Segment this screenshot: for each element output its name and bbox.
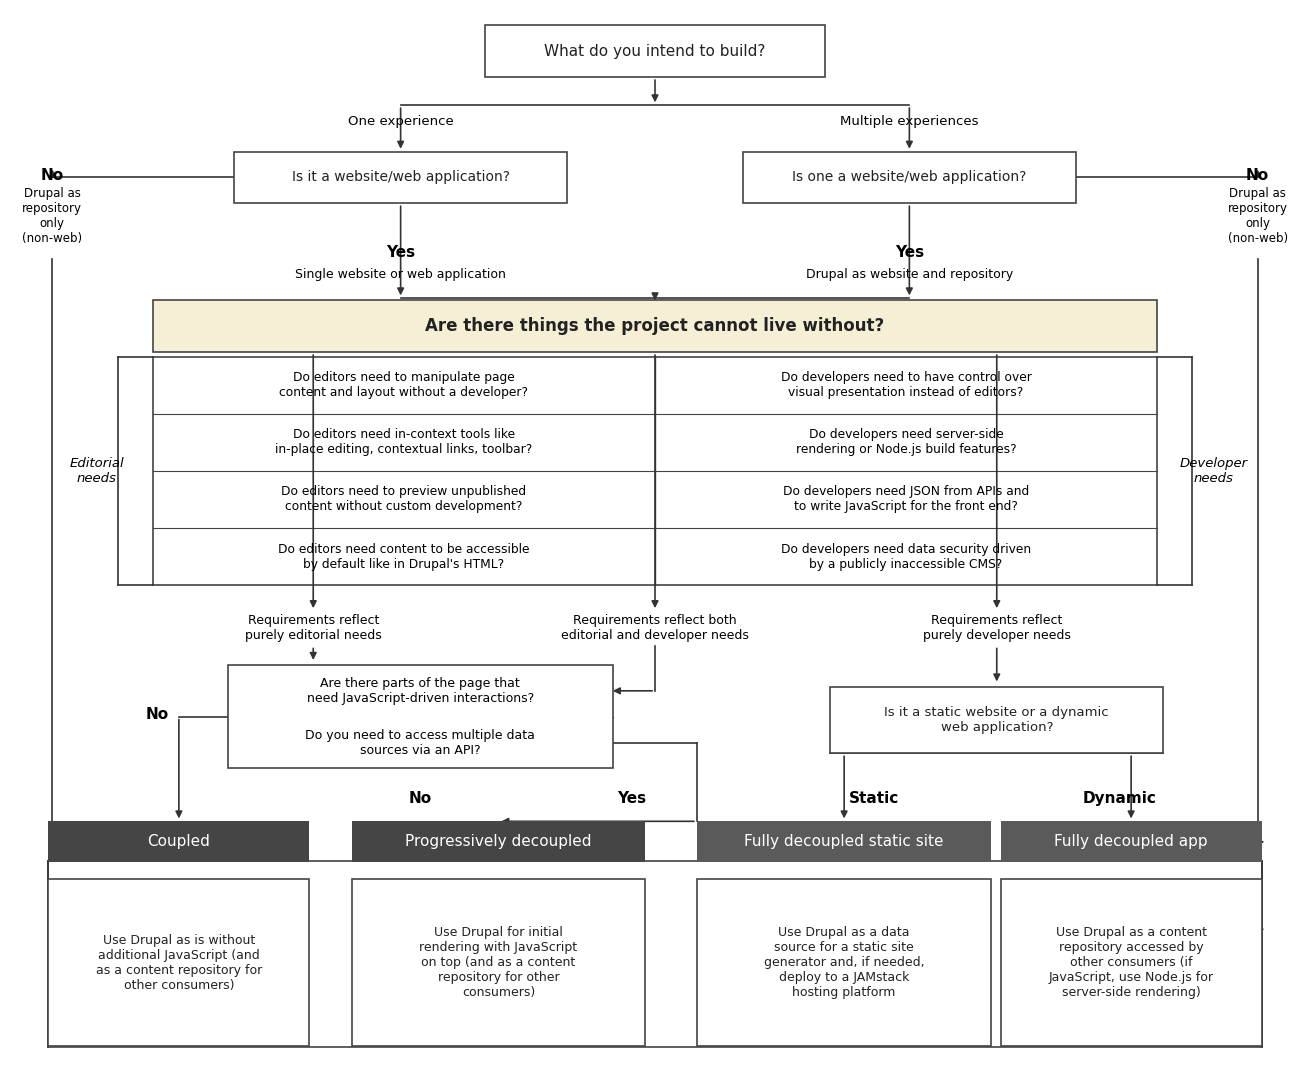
FancyBboxPatch shape (351, 822, 646, 862)
Text: Is one a website/web application?: Is one a website/web application? (793, 170, 1027, 184)
Text: Is it a website/web application?: Is it a website/web application? (292, 170, 510, 184)
Text: Progressively decoupled: Progressively decoupled (405, 835, 592, 849)
Text: No: No (1246, 168, 1269, 183)
Bar (153, 357, 1157, 585)
FancyBboxPatch shape (1001, 879, 1262, 1046)
Text: No: No (41, 168, 64, 183)
Text: Developer
needs: Developer needs (1179, 456, 1247, 485)
Text: Yes: Yes (617, 791, 646, 806)
Text: Do editors need in-context tools like
in-place editing, contextual links, toolba: Do editors need in-context tools like in… (275, 428, 533, 456)
Text: Do editors need to manipulate page
content and layout without a developer?: Do editors need to manipulate page conte… (279, 371, 528, 399)
Text: Coupled: Coupled (148, 835, 211, 849)
FancyBboxPatch shape (1001, 822, 1262, 862)
Bar (48, 861, 1262, 1047)
Text: Do developers need JSON from APIs and
to write JavaScript for the front end?: Do developers need JSON from APIs and to… (783, 486, 1030, 514)
Text: Single website or web application: Single website or web application (295, 268, 506, 281)
FancyBboxPatch shape (743, 152, 1076, 204)
Text: No: No (409, 791, 432, 806)
Text: Do developers need to have control over
visual presentation instead of editors?: Do developers need to have control over … (781, 371, 1031, 399)
FancyBboxPatch shape (697, 822, 990, 862)
Text: Multiple experiences: Multiple experiences (840, 115, 979, 128)
Text: Are there things the project cannot live without?: Are there things the project cannot live… (426, 318, 884, 335)
Text: Requirements reflect
purely editorial needs: Requirements reflect purely editorial ne… (245, 615, 381, 643)
Text: Do editors need content to be accessible
by default like in Drupal's HTML?: Do editors need content to be accessible… (278, 543, 529, 570)
Text: One experience: One experience (347, 115, 453, 128)
Text: Use Drupal as is without
additional JavaScript (and
as a content repository for
: Use Drupal as is without additional Java… (96, 933, 262, 992)
Text: Drupal as website and repository: Drupal as website and repository (806, 268, 1013, 281)
FancyBboxPatch shape (228, 664, 613, 769)
Text: Drupal as
repository
only
(non-web): Drupal as repository only (non-web) (1227, 188, 1288, 245)
Text: Do developers need server-side
rendering or Node.js build features?: Do developers need server-side rendering… (795, 428, 1017, 456)
Text: Fully decoupled static site: Fully decoupled static site (744, 835, 945, 849)
Text: What do you intend to build?: What do you intend to build? (545, 43, 765, 59)
FancyBboxPatch shape (351, 879, 646, 1046)
FancyBboxPatch shape (48, 879, 309, 1046)
Text: Use Drupal for initial
rendering with JavaScript
on top (and as a content
reposi: Use Drupal for initial rendering with Ja… (419, 926, 578, 999)
Text: Is it a static website or a dynamic
web application?: Is it a static website or a dynamic web … (884, 706, 1110, 734)
FancyBboxPatch shape (831, 686, 1163, 753)
Text: Do developers need data security driven
by a publicly inaccessible CMS?: Do developers need data security driven … (781, 543, 1031, 570)
FancyBboxPatch shape (153, 300, 1157, 352)
Text: Requirements reflect both
editorial and developer needs: Requirements reflect both editorial and … (561, 615, 749, 643)
Text: Yes: Yes (895, 245, 924, 260)
Text: Use Drupal as a content
repository accessed by
other consumers (if
JavaScript, u: Use Drupal as a content repository acces… (1048, 926, 1213, 999)
Text: Do editors need to preview unpublished
content without custom development?: Do editors need to preview unpublished c… (282, 486, 527, 514)
Text: No: No (145, 707, 168, 722)
FancyBboxPatch shape (234, 152, 567, 204)
Text: Dynamic: Dynamic (1082, 791, 1157, 806)
Text: Use Drupal as a data
source for a static site
generator and, if needed,
deploy t: Use Drupal as a data source for a static… (764, 926, 925, 999)
Text: Do you need to access multiple data
sources via an API?: Do you need to access multiple data sour… (305, 728, 536, 757)
FancyBboxPatch shape (697, 879, 990, 1046)
FancyBboxPatch shape (486, 25, 824, 77)
Text: Requirements reflect
purely developer needs: Requirements reflect purely developer ne… (922, 615, 1070, 643)
Text: Static: Static (849, 791, 899, 806)
Text: Fully decoupled app: Fully decoupled app (1055, 835, 1208, 849)
Text: Yes: Yes (386, 245, 415, 260)
FancyBboxPatch shape (48, 822, 309, 862)
Text: Are there parts of the page that
need JavaScript-driven interactions?: Are there parts of the page that need Ja… (307, 676, 534, 705)
Text: Drupal as
repository
only
(non-web): Drupal as repository only (non-web) (22, 188, 83, 245)
Text: Editorial
needs: Editorial needs (69, 456, 124, 485)
